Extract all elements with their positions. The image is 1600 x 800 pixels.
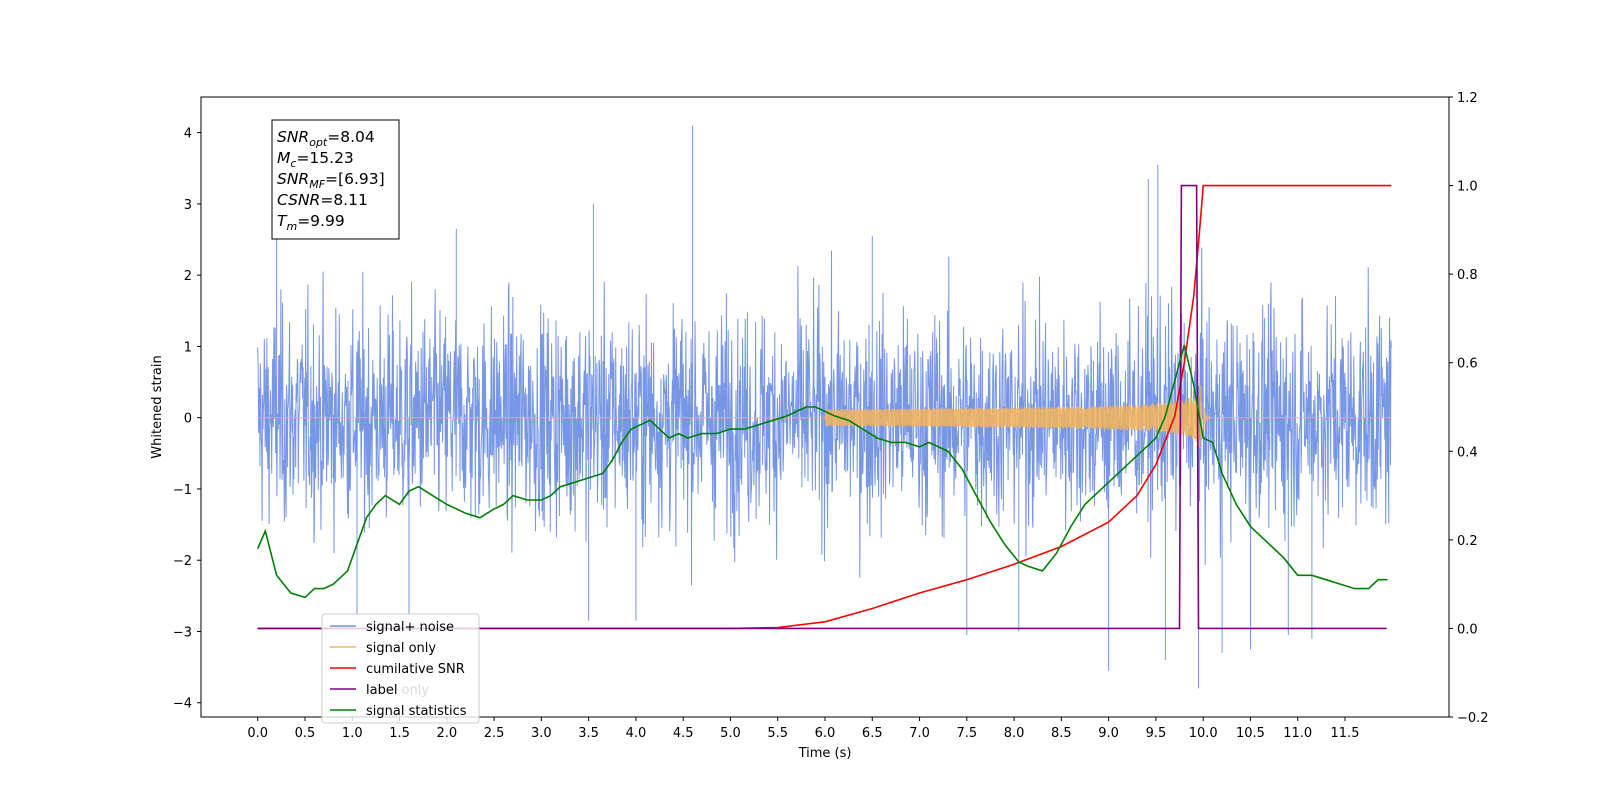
annotation-line: CSNR=8.11 [277,191,368,209]
x-tick-label: 8.5 [1051,726,1072,741]
y2-tick-label: 0.0 [1457,622,1478,637]
x-tick-label: 0.0 [247,726,268,741]
x-tick-label: 4.0 [626,726,647,741]
plot-area [256,125,1392,689]
x-tick-label: 9.0 [1098,726,1119,741]
x-tick-label: 3.5 [578,726,599,741]
y-tick-label: 4 [184,127,192,142]
y-tick-label: 2 [184,269,192,284]
x-tick-label: 6.5 [862,726,883,741]
y-tick-label: 0 [184,412,192,427]
y-tick-label: −4 [173,697,192,712]
x-tick-label: 10.5 [1236,726,1265,741]
y2-tick-label: 0.4 [1457,445,1478,460]
x-tick-label: 5.5 [767,726,788,741]
y-tick-label: −2 [173,554,192,569]
annotation-subscript: MF [309,178,325,191]
annotation-box-frame [271,119,400,240]
series-signal-noise [257,125,1392,689]
y-axis-label: Whitened strain [150,355,165,458]
annotation-symbol: SNR [277,128,309,146]
annotation-value: =[6.93] [325,170,385,188]
x-tick-label: 1.0 [342,726,363,741]
annotation-symbol: M [277,149,290,167]
annotation-subscript: c [290,157,296,170]
annotation-box: SNRopt=8.04Mc=15.23SNRMF=[6.93]CSNR=8.11… [271,119,400,240]
x-tick-label: 1.5 [389,726,410,741]
y2-tick-label: 0.2 [1457,534,1478,549]
legend-label: signal statistics [366,704,467,719]
x-tick-label: 9.5 [1146,726,1167,741]
x-tick-label: 8.0 [1004,726,1025,741]
legend-label: signal+ noise [366,620,454,635]
y-tick-label: −3 [173,625,192,640]
x-tick-label: 2.5 [484,726,505,741]
y2-tick-label: −0.2 [1457,711,1489,726]
annotation-value: =8.11 [320,191,368,209]
series-cumulative-snr [257,184,1392,630]
x-tick-label: 3.0 [531,726,552,741]
legend-label: signal only [366,641,436,656]
x-tick-label: 7.0 [909,726,930,741]
y-tick-label: 1 [184,340,192,355]
legend-label-ghost: label only [366,683,429,698]
annotation-line: Mc=15.23 [277,149,354,170]
x-tick-label: 5.0 [720,726,741,741]
legend-label: label [366,683,397,698]
y-tick-label: −1 [173,483,192,498]
annotation-subscript: m [286,220,297,233]
y2-tick-label: 0.8 [1457,268,1478,283]
x-axis: 0.0 0.5 1.0 1.5 2.0 2.5 3.0 3.5 4.0 4.5 5.0 5.5 6.0 6… [247,717,1359,741]
x-tick-label: 0.5 [295,726,316,741]
x-tick-label: 11.5 [1331,726,1360,741]
legend-label: cumilative SNR [366,662,465,677]
annotation-subscript: opt [309,136,328,149]
x-tick-label: 11.0 [1283,726,1312,741]
y2-tick-label: 0.6 [1457,357,1478,372]
legend: signal+ noise signal only cumilative SNR la… [321,613,480,724]
x-tick-label: 10.0 [1189,726,1218,741]
series-signal-only [257,385,1392,448]
annotation-line: SNRopt=8.04 [277,128,375,149]
annotation-value: =9.99 [297,212,345,230]
annotation-line: Tm=9.99 [277,212,345,233]
annotation-symbol: SNR [277,170,309,188]
y-tick-label: 3 [184,198,192,213]
series-signal-statistics [256,344,1388,599]
y-axis-left: 4 3 2 1 0 −1 −2 −3 −4 [173,127,201,712]
y2-tick-label: 1.2 [1457,91,1478,106]
annotation-symbol: T [277,212,288,230]
series-label [257,184,1387,630]
annotation-line: SNRMF=[6.93] [277,170,385,191]
annotation-value: =15.23 [296,149,353,167]
legend-frame [321,613,480,724]
annotation-symbol: CSNR [277,191,320,209]
annotation-value: =8.04 [327,128,375,146]
x-axis-label: Time (s) [798,746,852,761]
x-tick-label: 6.0 [815,726,836,741]
x-tick-label: 7.5 [956,726,977,741]
y-axis-right: 1.2 1.0 0.8 0.6 0.4 0.2 0.0 −0.2 [1449,91,1489,726]
x-tick-label: 4.5 [673,726,694,741]
y2-tick-label: 1.0 [1457,180,1478,195]
x-tick-label: 2.0 [436,726,457,741]
